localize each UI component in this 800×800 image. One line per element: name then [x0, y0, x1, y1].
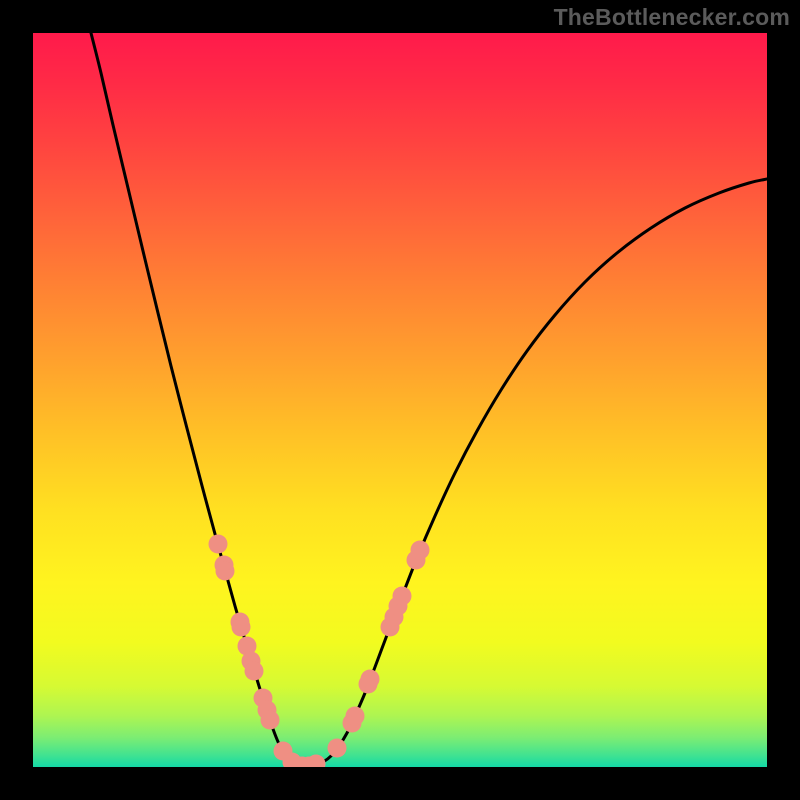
- marker-point: [361, 670, 380, 689]
- marker-point: [393, 587, 412, 606]
- marker-point: [209, 535, 228, 554]
- marker-point: [216, 562, 235, 581]
- marker-point: [346, 707, 365, 726]
- marker-point: [245, 662, 264, 681]
- marker-point: [328, 739, 347, 758]
- plot-area: [33, 33, 767, 767]
- plot-svg: [33, 33, 767, 767]
- watermark-text: TheBottlenecker.com: [554, 4, 790, 31]
- marker-point: [411, 541, 430, 560]
- marker-point: [261, 711, 280, 730]
- marker-point: [232, 618, 251, 637]
- plot-background: [33, 33, 767, 767]
